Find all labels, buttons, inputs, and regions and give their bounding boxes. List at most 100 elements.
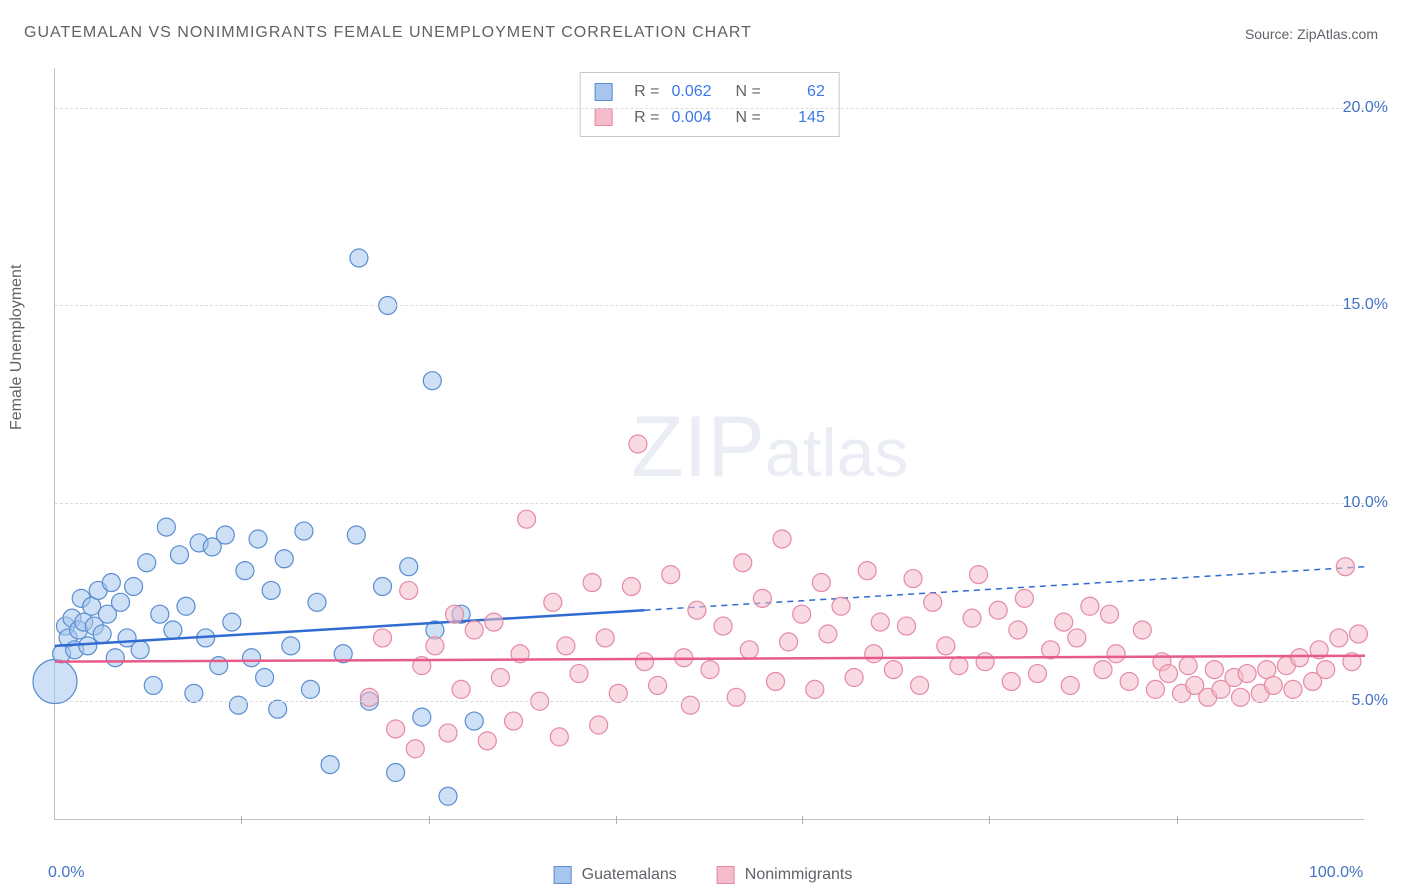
data-point — [374, 629, 392, 647]
data-point — [688, 601, 706, 619]
data-point — [216, 526, 234, 544]
x-minor-tick — [616, 816, 617, 824]
data-point — [780, 633, 798, 651]
data-point — [1015, 589, 1033, 607]
data-point — [544, 593, 562, 611]
data-point — [727, 688, 745, 706]
data-point — [1146, 680, 1164, 698]
data-point — [793, 605, 811, 623]
data-point — [963, 609, 981, 627]
data-point — [491, 669, 509, 687]
data-point — [898, 617, 916, 635]
data-point — [911, 676, 929, 694]
data-point — [1055, 613, 1073, 631]
data-point — [249, 530, 267, 548]
data-point — [832, 597, 850, 615]
data-point — [629, 435, 647, 453]
data-point — [1094, 661, 1112, 679]
x-minor-tick — [1177, 816, 1178, 824]
bottom-legend: Guatemalans Nonimmigrants — [554, 866, 853, 884]
data-point — [950, 657, 968, 675]
data-point — [701, 661, 719, 679]
data-point — [865, 645, 883, 663]
data-point — [976, 653, 994, 671]
y-tick-label: 10.0% — [1343, 494, 1388, 512]
data-point — [767, 672, 785, 690]
data-point — [937, 637, 955, 655]
data-point — [269, 700, 287, 718]
data-point — [636, 653, 654, 671]
data-point — [596, 629, 614, 647]
gridline — [55, 305, 1364, 306]
plot-area: ZIPatlas R = 0.062N = 62R = 0.004N = 145 — [54, 68, 1364, 820]
y-axis-label: Female Unemployment — [8, 265, 26, 430]
data-point — [485, 613, 503, 631]
data-point — [387, 764, 405, 782]
x-minor-tick — [802, 816, 803, 824]
data-point — [33, 659, 77, 703]
data-point — [125, 577, 143, 595]
data-point — [406, 740, 424, 758]
stats-legend-row: R = 0.062N = 62 — [594, 79, 825, 105]
data-point — [557, 637, 575, 655]
data-point — [662, 566, 680, 584]
data-point — [360, 688, 378, 706]
data-point — [465, 621, 483, 639]
data-point — [1002, 672, 1020, 690]
data-point — [845, 669, 863, 687]
chart-title: GUATEMALAN VS NONIMMIGRANTS FEMALE UNEMP… — [24, 24, 752, 42]
data-point — [400, 581, 418, 599]
data-point — [858, 562, 876, 580]
data-point — [170, 546, 188, 564]
data-point — [106, 649, 124, 667]
data-point — [177, 597, 195, 615]
legend-swatch — [717, 866, 735, 884]
data-point — [439, 787, 457, 805]
data-point — [1081, 597, 1099, 615]
data-point — [229, 696, 247, 714]
data-point — [714, 617, 732, 635]
data-point — [374, 577, 392, 595]
data-point — [262, 581, 280, 599]
legend-label: Nonimmigrants — [745, 866, 853, 883]
n-value: 62 — [773, 79, 825, 105]
data-point — [753, 589, 771, 607]
data-point — [1101, 605, 1119, 623]
x-tick-label: 100.0% — [1309, 864, 1363, 882]
gridline — [55, 701, 1364, 702]
data-point — [157, 518, 175, 536]
data-point — [93, 625, 111, 643]
trend-line — [55, 610, 645, 646]
legend-swatch — [594, 108, 612, 126]
data-point — [924, 593, 942, 611]
data-point — [295, 522, 313, 540]
legend-swatch — [594, 83, 612, 101]
legend-swatch — [554, 866, 572, 884]
legend-label: Guatemalans — [582, 866, 677, 883]
data-point — [871, 613, 889, 631]
data-point — [740, 641, 758, 659]
data-point — [79, 637, 97, 655]
data-point — [812, 574, 830, 592]
data-point — [185, 684, 203, 702]
data-point — [970, 566, 988, 584]
data-point — [1160, 665, 1178, 683]
data-point — [1264, 676, 1282, 694]
data-point — [400, 558, 418, 576]
data-point — [1205, 661, 1223, 679]
x-minor-tick — [989, 816, 990, 824]
data-point — [1336, 558, 1354, 576]
data-point — [452, 680, 470, 698]
data-point — [1179, 657, 1197, 675]
y-tick-label: 15.0% — [1343, 296, 1388, 314]
data-point — [1029, 665, 1047, 683]
data-point — [806, 680, 824, 698]
data-point — [465, 712, 483, 730]
data-point — [590, 716, 608, 734]
data-point — [1068, 629, 1086, 647]
data-point — [1291, 649, 1309, 667]
data-point — [1349, 625, 1367, 643]
data-point — [550, 728, 568, 746]
data-point — [1133, 621, 1151, 639]
data-point — [734, 554, 752, 572]
